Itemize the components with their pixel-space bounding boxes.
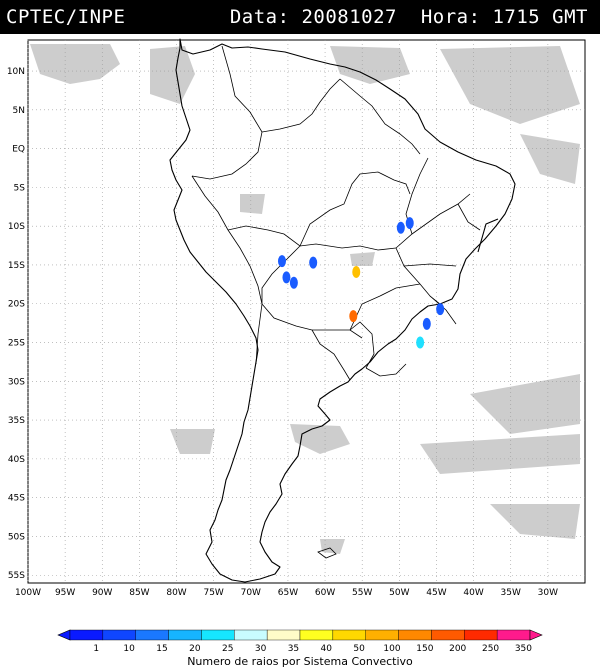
lon-tick-label: 65W <box>278 588 298 598</box>
coastline <box>169 38 516 583</box>
lat-tick-label: 5S <box>14 183 26 193</box>
legend-label: 200 <box>449 644 466 654</box>
lon-tick-label: 80W <box>166 588 186 598</box>
storm-layer <box>277 217 445 349</box>
legend-arrow-left <box>57 629 71 641</box>
legend-swatch <box>299 629 334 641</box>
lon-tick-label: 85W <box>129 588 149 598</box>
legend-label: 150 <box>416 644 433 654</box>
storm-cell <box>289 276 298 289</box>
legend-swatch <box>102 629 136 641</box>
legend-swatch <box>201 629 235 641</box>
storm-cell <box>349 310 358 323</box>
lon-tick-label: 55W <box>352 588 372 598</box>
legend-swatch <box>365 629 399 641</box>
storm-cell <box>352 265 361 278</box>
legend-swatch <box>431 629 465 641</box>
lon-tick-label: 100W <box>15 588 41 598</box>
latitude-labels: 10N 5N EQ 5S 10S 15S 20S 25S 30S 35S 40S 45S 50S 55S <box>7 67 25 581</box>
legend-label: 30 <box>255 644 267 654</box>
lon-tick-label: 95W <box>55 588 75 598</box>
legend-label: 50 <box>353 644 365 654</box>
storm-cell <box>277 255 286 268</box>
country-borders <box>191 45 481 381</box>
lat-tick-label: 10N <box>7 67 25 77</box>
legend-label: 20 <box>189 644 201 654</box>
storm-cell <box>422 317 431 330</box>
lon-tick-label: 35W <box>501 588 521 598</box>
legend-arrow-right <box>529 629 543 641</box>
lat-tick-label: 55S <box>8 571 25 581</box>
legend-label: 40 <box>321 644 333 654</box>
lat-tick-label: 30S <box>8 377 25 387</box>
lightning-map: 10N5NEQ5S10S15S20S25S30S35S40S45S50S55S … <box>7 38 586 654</box>
lat-tick-label: 35S <box>8 416 25 426</box>
cloud-layer <box>30 44 580 554</box>
lon-tick-label: 60W <box>315 588 335 598</box>
map-header: CPTEC/INPE Data: 20081027 Hora: 1715 GMT <box>0 0 600 34</box>
lat-tick-label: 10S <box>8 222 25 232</box>
lon-tick-label: 50W <box>389 588 409 598</box>
legend-label: 350 <box>515 644 532 654</box>
lat-tick-label: 5N <box>13 106 25 116</box>
falklands-island <box>317 547 337 559</box>
legend-caption: Numero de raios por Sistema Convectivo <box>187 655 413 668</box>
lon-tick-label: 75W <box>203 588 223 598</box>
lon-tick-label: 30W <box>538 588 558 598</box>
legend-label: 100 <box>383 644 400 654</box>
legend-swatch <box>332 629 366 641</box>
storm-cell <box>416 336 425 349</box>
lat-tick-label: 45S <box>8 494 25 504</box>
legend-label: 1 <box>93 644 99 654</box>
graticule <box>27 40 585 583</box>
legend-label: 10 <box>123 644 135 654</box>
lon-tick-label: 70W <box>241 588 261 598</box>
legend-label: 250 <box>482 644 499 654</box>
storm-cell <box>436 303 445 316</box>
lon-tick-label: 40W <box>463 588 483 598</box>
lat-tick-label: 25S <box>8 339 25 349</box>
datetime-label: Data: 20081027 Hora: 1715 GMT <box>229 6 588 28</box>
legend-label: 35 <box>288 644 299 654</box>
lat-tick-label: 15S <box>8 261 25 271</box>
legend-swatch <box>168 629 202 641</box>
lat-tick-label: EQ <box>12 145 25 155</box>
storm-cell <box>309 256 318 269</box>
lon-tick-label: 45W <box>426 588 446 598</box>
lat-tick-label: 20S <box>8 300 25 310</box>
legend-swatch <box>496 629 531 641</box>
lon-tick-label: 90W <box>92 588 112 598</box>
color-legend: 1 10 15 20 25 30 35 40 50 100 150 200 250 350 <box>57 629 543 654</box>
map-frame <box>27 39 586 584</box>
longitude-labels: 100W 95W 90W 85W 80W 75W 70W 65W 60W 55W 50W 45W 40W… <box>15 588 558 598</box>
storm-cell <box>396 221 405 234</box>
legend-swatch <box>266 629 301 641</box>
legend-swatch <box>135 629 169 641</box>
storm-cell <box>405 217 414 230</box>
legend-swatch <box>234 629 268 641</box>
legend-swatch <box>464 629 498 641</box>
legend-swatch <box>398 629 432 641</box>
legend-label: 15 <box>156 644 167 654</box>
legend-swatch <box>69 629 104 641</box>
storm-cell <box>282 271 291 284</box>
source-label: CPTEC/INPE <box>6 6 126 28</box>
legend-label: 25 <box>222 644 233 654</box>
lat-tick-label: 50S <box>8 532 25 542</box>
lat-tick-label: 40S <box>8 455 25 465</box>
